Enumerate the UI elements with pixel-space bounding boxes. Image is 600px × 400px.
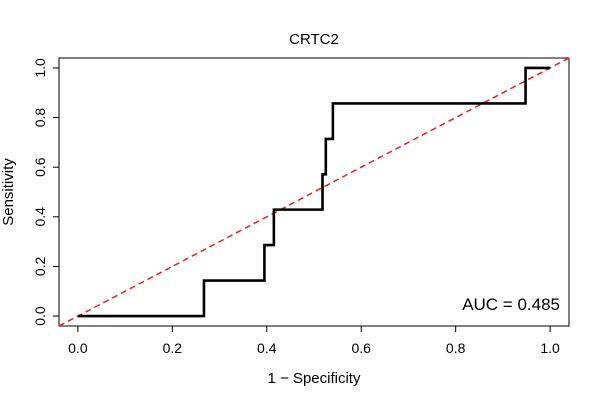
y-axis: 0.0 0.2 0.4 0.6 0.8 1.0 bbox=[32, 58, 60, 326]
y-tick-label: 0.2 bbox=[32, 257, 48, 277]
y-axis-label: Sensitivity bbox=[0, 158, 17, 226]
x-tick-label: 1.0 bbox=[540, 340, 560, 356]
x-axis-label: 1 − Specificity bbox=[268, 370, 361, 387]
y-tick-label: 0.8 bbox=[32, 108, 48, 128]
roc-curve-line bbox=[77, 66, 551, 318]
x-tick-label: 0.0 bbox=[68, 340, 88, 356]
y-tick-label: 1.0 bbox=[32, 58, 48, 78]
plot-frame bbox=[58, 57, 570, 327]
x-axis: 0.0 0.2 0.4 0.6 0.8 1.0 bbox=[68, 325, 560, 356]
x-tick-label: 0.2 bbox=[163, 340, 183, 356]
chart-title: CRTC2 bbox=[289, 31, 339, 48]
x-tick-label: 0.6 bbox=[351, 340, 371, 356]
series-layer bbox=[58, 57, 570, 327]
x-tick-label: 0.4 bbox=[257, 340, 277, 356]
y-tick-label: 0.6 bbox=[32, 157, 48, 177]
y-tick-label: 0.0 bbox=[32, 306, 48, 326]
auc-annotation: AUC = 0.485 bbox=[462, 295, 560, 314]
reference-diagonal-line bbox=[58, 57, 570, 327]
x-tick-label: 0.8 bbox=[446, 340, 466, 356]
y-tick-label: 0.4 bbox=[32, 207, 48, 227]
